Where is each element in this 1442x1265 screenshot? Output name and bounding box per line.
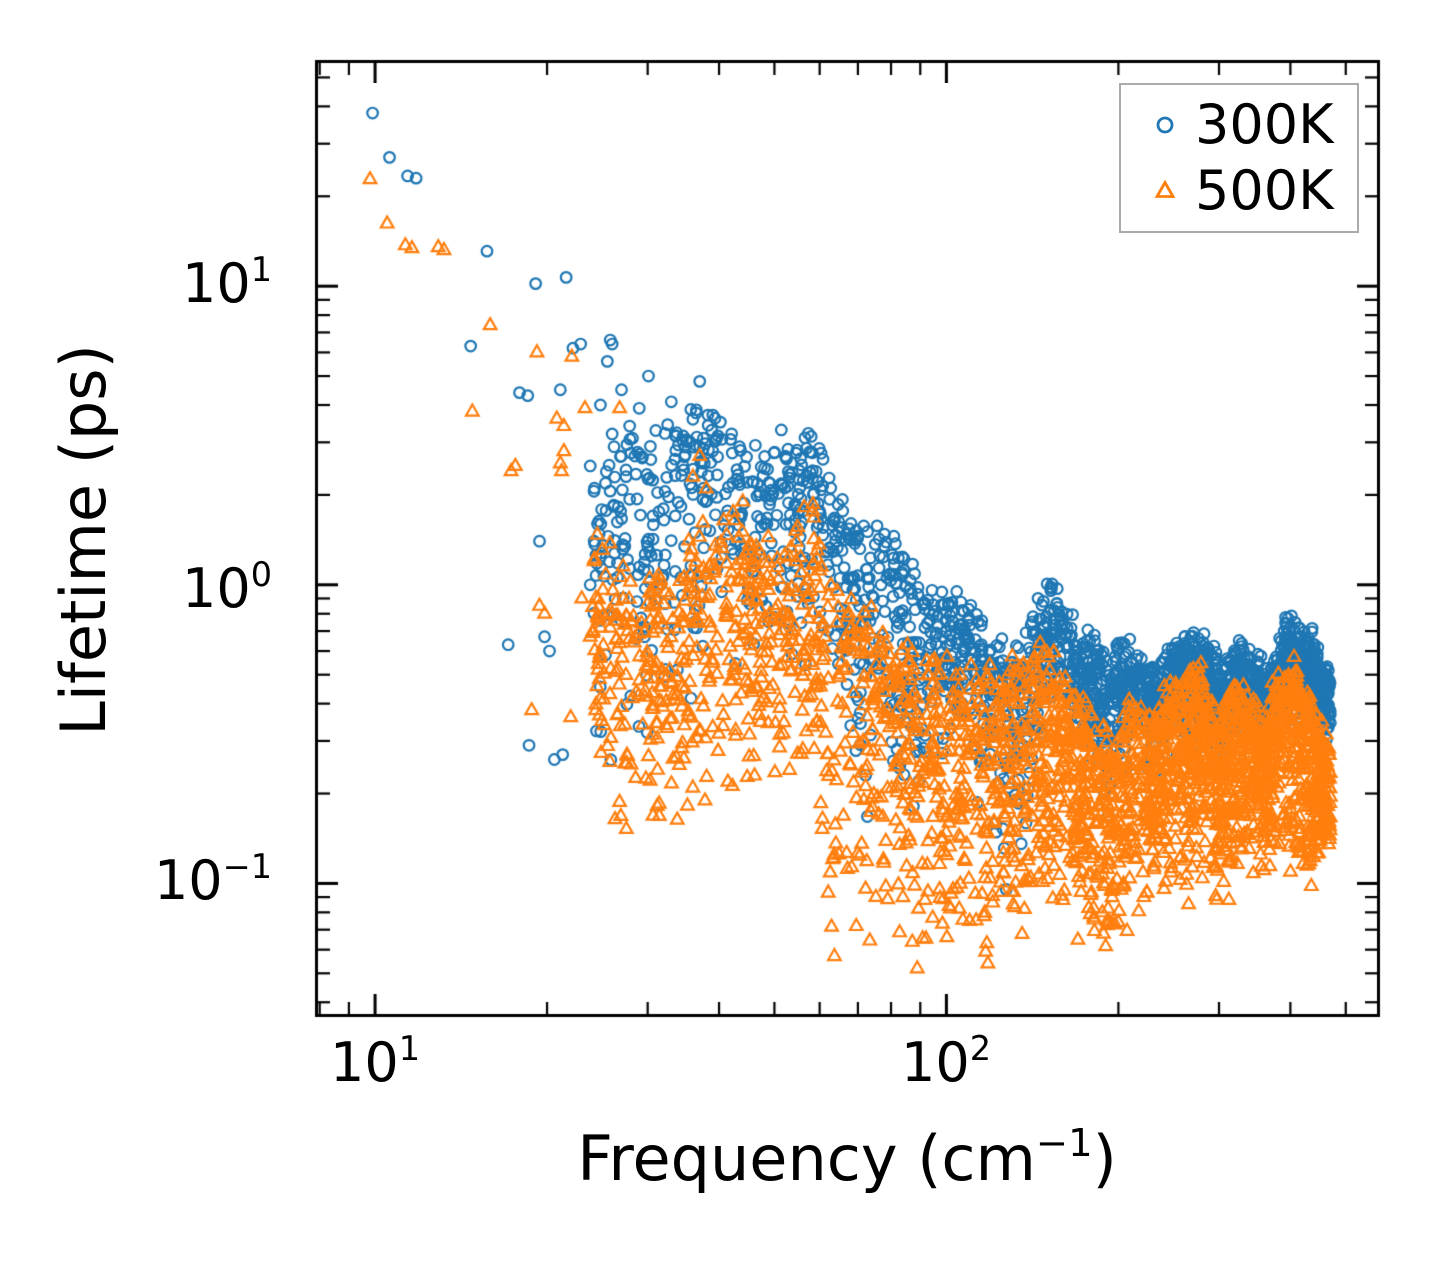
y-tick-label-10e1: 101 xyxy=(181,250,272,315)
y-tick-label-10e-1: 10−1 xyxy=(153,847,272,912)
legend-label: 500K xyxy=(1195,159,1334,223)
x-tick-label-10e1: 101 xyxy=(329,1029,421,1094)
triangle-marker-icon xyxy=(1145,174,1185,208)
x-axis-label: Frequency (cm−1) xyxy=(577,1121,1117,1195)
circle-marker-icon xyxy=(1145,108,1185,142)
legend-label: 300K xyxy=(1195,92,1334,156)
legend: 300K 500K xyxy=(1119,83,1359,233)
y-tick-label-10e0: 100 xyxy=(181,555,272,620)
legend-entry-500k: 500K xyxy=(1121,164,1357,218)
legend-entry-300k: 300K xyxy=(1121,92,1357,156)
y-axis-label: Lifetime (ps) xyxy=(47,344,120,736)
x-tick-label-10e2: 102 xyxy=(900,1029,992,1094)
